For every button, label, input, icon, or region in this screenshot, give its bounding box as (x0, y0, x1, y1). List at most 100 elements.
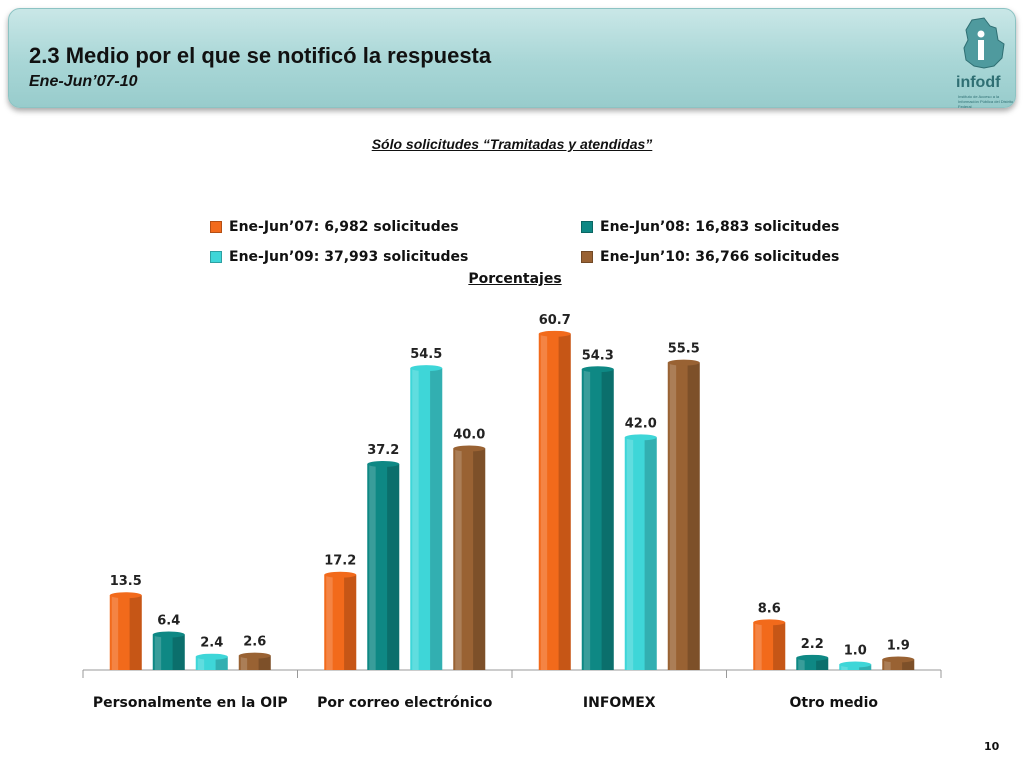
bar-highlight (583, 369, 591, 670)
bar (324, 574, 357, 670)
category-label: INFOMEX (583, 695, 656, 711)
bar-value-label: 2.2 (801, 637, 824, 652)
bar-value-label: 2.6 (243, 635, 266, 650)
bar-shade (773, 622, 786, 670)
bar-value-label: 37.2 (367, 443, 399, 458)
bar-shade (859, 664, 872, 670)
bar-value-label: 13.5 (110, 574, 142, 589)
bar (581, 369, 614, 670)
bar (367, 463, 400, 670)
bar-shade (430, 368, 443, 670)
bar-value-label: 42.0 (625, 416, 657, 431)
bar-cap (238, 652, 271, 659)
bar-value-label: 1.0 (844, 643, 867, 658)
bar-shade (687, 362, 700, 670)
bar-value-label: 40.0 (453, 427, 485, 442)
bar-highlight (197, 656, 205, 670)
legend-swatch-3 (210, 251, 222, 263)
bar-cap (882, 656, 915, 663)
bar-highlight (540, 333, 548, 670)
bar (453, 448, 486, 670)
bar (796, 657, 829, 670)
bar-cap (839, 661, 872, 668)
bar-value-label: 55.5 (668, 342, 700, 357)
bar-shade (172, 634, 185, 670)
bar-highlight (240, 655, 248, 670)
bar-shade (129, 595, 142, 670)
bar-highlight (455, 448, 462, 670)
legend-label-4: Ene-Jun’10: 36,766 solicitudes (600, 249, 840, 265)
bar-highlight (841, 664, 848, 670)
bar-value-label: 60.7 (539, 313, 571, 328)
bar (667, 362, 700, 670)
bar-highlight (412, 368, 419, 670)
legend-item-3: Ene-Jun’09: 37,993 solicitudes (210, 249, 468, 265)
category-label: Otro medio (789, 695, 878, 711)
unit-label: Porcentajes (468, 271, 562, 287)
bar-shade (387, 463, 400, 670)
bar-value-label: 17.2 (324, 554, 356, 569)
bar-cap (152, 631, 185, 638)
bar-value-label: 1.9 (887, 638, 910, 653)
bar-highlight (669, 362, 677, 670)
bar-shade (601, 369, 614, 670)
bar (195, 656, 228, 670)
bar-cap (367, 460, 400, 467)
bar-shade (344, 574, 357, 670)
bar-highlight (326, 574, 333, 670)
bar-cap (453, 445, 486, 452)
chart-note: Sólo solicitudes “Tramitadas y atendidas… (371, 136, 653, 152)
bar-cap (667, 359, 700, 366)
legend-item-2: Ene-Jun’08: 16,883 solicitudes (581, 219, 839, 235)
bar-highlight (884, 659, 891, 670)
legend-label-2: Ene-Jun’08: 16,883 solicitudes (600, 219, 840, 235)
bar (238, 655, 271, 670)
slide-subtitle: Ene-Jun’07-10 (29, 73, 138, 90)
bar-value-label: 54.3 (582, 348, 614, 363)
bar-cap (753, 619, 786, 626)
bar-value-label: 54.5 (410, 347, 442, 362)
header-banner: 2.3 Medio por el que se notificó la resp… (8, 8, 1016, 108)
bar-highlight (755, 622, 762, 670)
bar-value-label: 6.4 (157, 614, 180, 629)
bar-shade (816, 657, 829, 670)
bar-highlight (111, 595, 119, 670)
bar-cap (410, 365, 443, 372)
legend-item-1: Ene-Jun’07: 6,982 solicitudes (210, 219, 459, 235)
bar (624, 437, 657, 670)
bar-shade (902, 659, 915, 670)
bar (109, 595, 142, 670)
logo-wordmark: infodf (956, 74, 1001, 91)
bar-shade (258, 655, 271, 670)
legend-label-1: Ene-Jun’07: 6,982 solicitudes (229, 219, 459, 235)
bar (753, 622, 786, 670)
logo-caption: Instituto de Acceso a la Información Púb… (958, 94, 1014, 109)
bar (152, 634, 185, 670)
legend-item-4: Ene-Jun’10: 36,766 solicitudes (581, 249, 839, 265)
bar-cap (581, 366, 614, 373)
bar-cap (109, 592, 142, 599)
legend-swatch-1 (210, 221, 222, 233)
legend-label-3: Ene-Jun’09: 37,993 solicitudes (229, 249, 469, 265)
bar-value-label: 8.6 (758, 601, 781, 616)
bar-shade (473, 448, 486, 670)
bar-cap (538, 330, 571, 337)
bar-highlight (626, 437, 634, 670)
bar-shade (644, 437, 657, 670)
bar-shade (558, 333, 571, 670)
bar-cap (796, 654, 829, 661)
legend-swatch-4 (581, 251, 593, 263)
bar-highlight (369, 463, 376, 670)
bar-highlight (798, 657, 805, 670)
bar (882, 659, 915, 670)
bar-cap (324, 571, 357, 578)
bar-shade (215, 656, 228, 670)
bar-cap (624, 434, 657, 441)
category-label: Personalmente en la OIP (93, 695, 288, 711)
category-label: Por correo electrónico (317, 695, 493, 711)
bar-highlight (154, 634, 162, 670)
mexico-city-map-icon (963, 17, 1005, 69)
bar-value-label: 2.4 (200, 636, 223, 651)
bar (538, 333, 571, 670)
